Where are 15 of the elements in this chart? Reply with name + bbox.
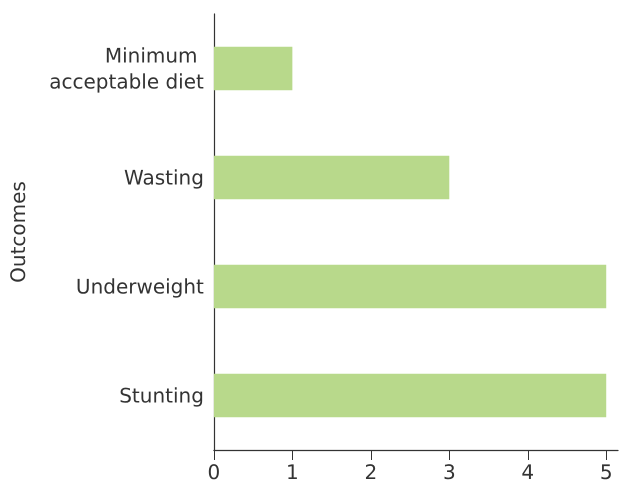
y-tick-label: Wasting: [124, 166, 204, 190]
x-tick-label: 5: [600, 460, 613, 484]
y-tick-label: Underweight: [76, 274, 204, 298]
y-tick-label: Stunting: [119, 384, 204, 408]
bar: [214, 156, 450, 200]
y-axis-title: Outcomes: [6, 181, 30, 283]
x-tick-label: 1: [286, 460, 299, 484]
x-tick-label: 0: [208, 460, 220, 484]
bar: [214, 46, 292, 90]
bar: [214, 264, 606, 308]
bar: [214, 374, 606, 418]
x-tick-label: 4: [521, 460, 534, 484]
y-tick-label: Minimum acceptable diet: [49, 44, 204, 94]
x-tick-label: 3: [442, 460, 456, 484]
x-tick-label: 2: [364, 460, 378, 484]
